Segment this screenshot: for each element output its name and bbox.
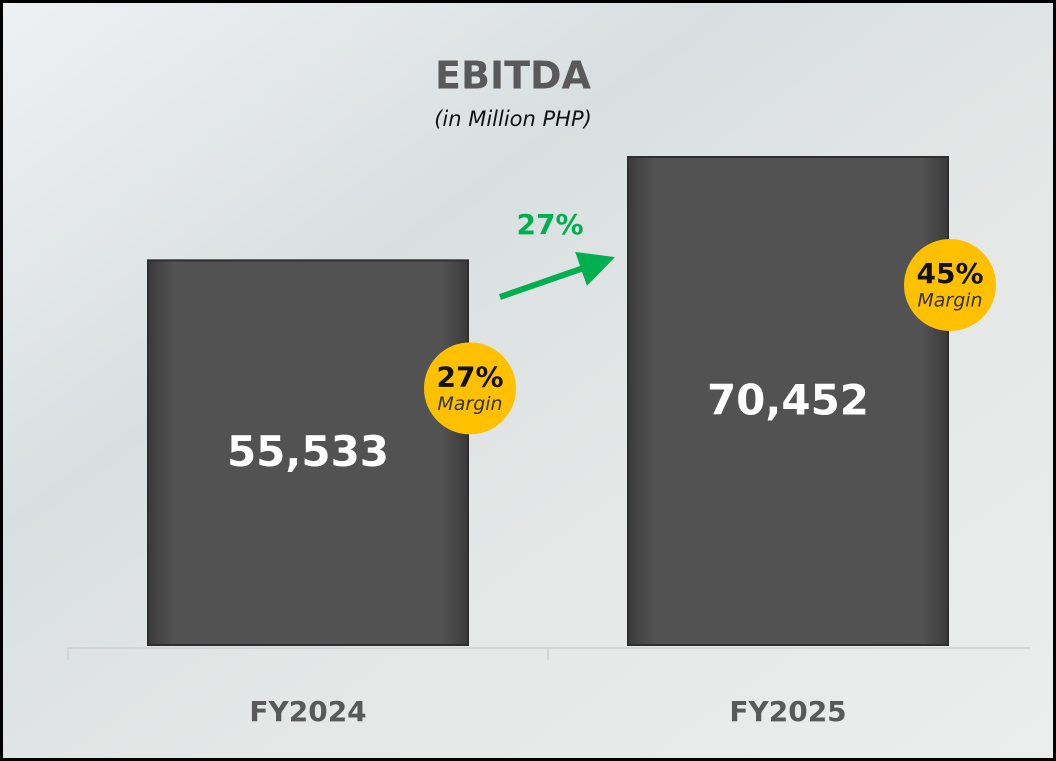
- bar: [147, 259, 469, 646]
- margin-caption: Margin: [437, 393, 502, 415]
- growth-label: 27%: [516, 208, 583, 241]
- value-label: 55,533: [227, 427, 389, 476]
- chart-subtitle: (in Million PHP): [434, 107, 592, 131]
- margin-value: 27%: [436, 360, 503, 393]
- growth-arrow: [499, 251, 616, 300]
- margin-badge: [904, 239, 996, 331]
- chart-title: EBITDA: [435, 54, 592, 98]
- value-label: 70,452: [707, 376, 869, 425]
- margin-value: 45%: [916, 257, 983, 290]
- margin-caption: Margin: [917, 290, 982, 312]
- x-tick-label: FY2025: [729, 695, 846, 728]
- x-tick-label: FY2024: [249, 695, 366, 728]
- margin-badge: [424, 342, 516, 435]
- bar: [627, 156, 949, 646]
